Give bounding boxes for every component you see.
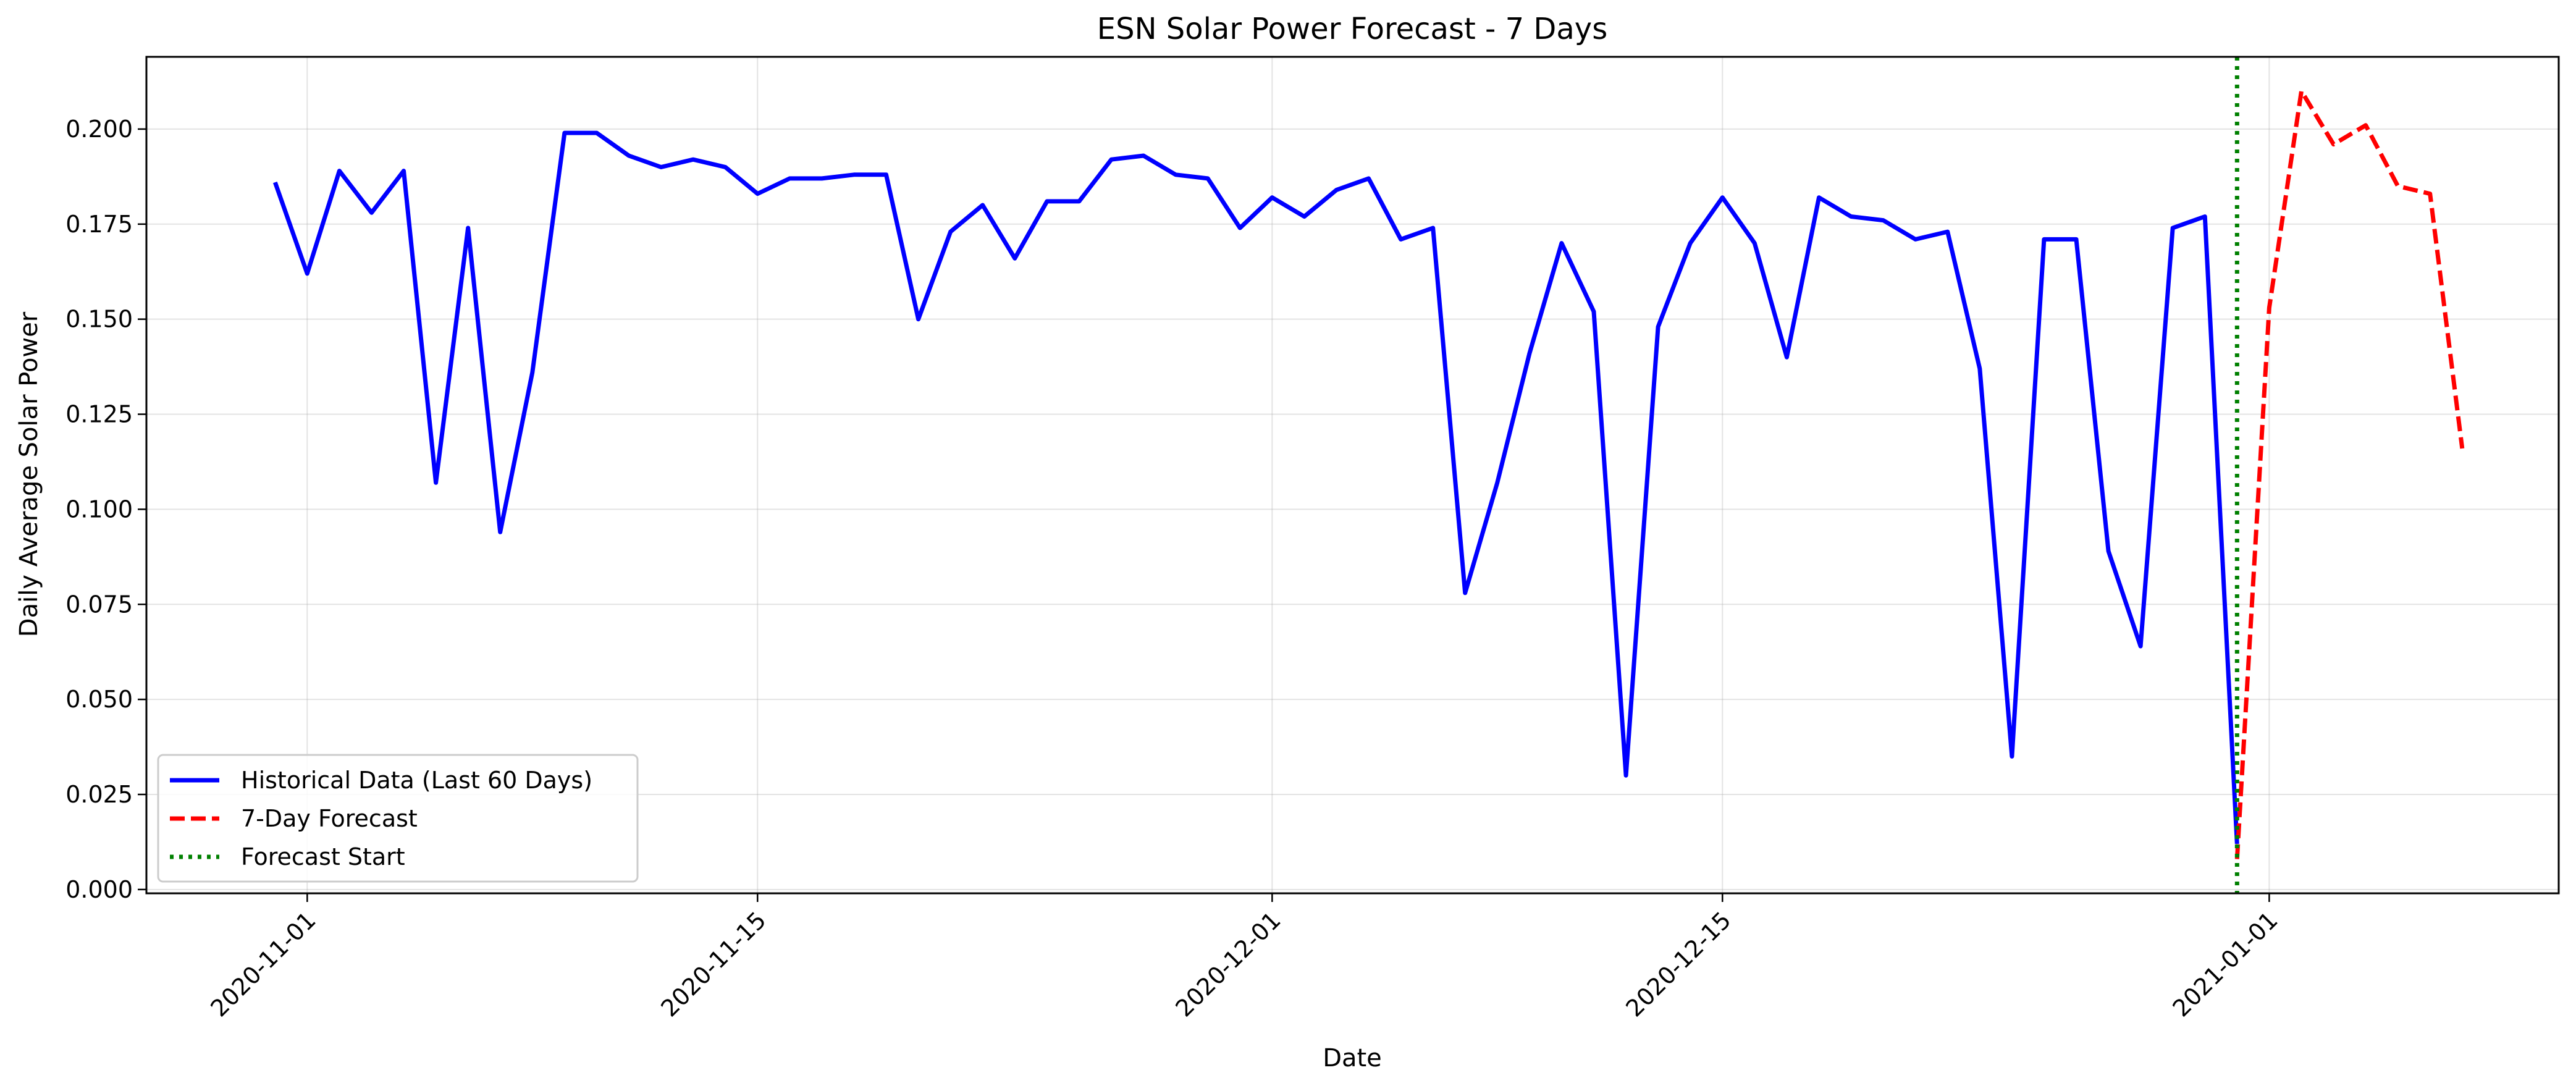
x-tick-label: 2020-11-15 (655, 906, 771, 1022)
y-tick-label: 0.100 (65, 495, 133, 523)
x-tick-label: 2020-12-15 (1620, 906, 1736, 1022)
x-tick-label: 2020-11-01 (205, 906, 321, 1022)
y-axis-label: Daily Average Solar Power (15, 311, 43, 637)
legend-label: Historical Data (Last 60 Days) (241, 767, 592, 794)
historical-series-line (272, 130, 2239, 845)
x-tick-label: 2021-01-01 (2167, 906, 2283, 1022)
legend-label: Forecast Start (241, 843, 405, 870)
legend: Historical Data (Last 60 Days) 7-Day Fore… (157, 754, 639, 883)
x-tick-label: 2020-12-01 (1170, 906, 1286, 1022)
y-tick-label: 0.075 (65, 591, 133, 618)
forecast-series-line (2234, 88, 2465, 859)
y-tick-label: 0.175 (65, 211, 133, 238)
plot-area-frame (145, 56, 2560, 895)
legend-label: 7-Day Forecast (241, 805, 418, 832)
y-tick-label: 0.050 (65, 686, 133, 713)
legend-box (157, 754, 639, 883)
grid-lines (146, 57, 2559, 893)
y-tick-label: 0.150 (65, 306, 133, 333)
x-axis-label: Date (1323, 1044, 1382, 1072)
y-tick-label: 0.125 (65, 401, 133, 428)
y-tick-label: 0.200 (65, 116, 133, 143)
y-tick-label: 0.025 (65, 781, 133, 808)
series-lines (272, 57, 2465, 893)
y-tick-label: 0.000 (65, 876, 133, 903)
chart-title: ESN Solar Power Forecast - 7 Days (1097, 12, 1607, 46)
